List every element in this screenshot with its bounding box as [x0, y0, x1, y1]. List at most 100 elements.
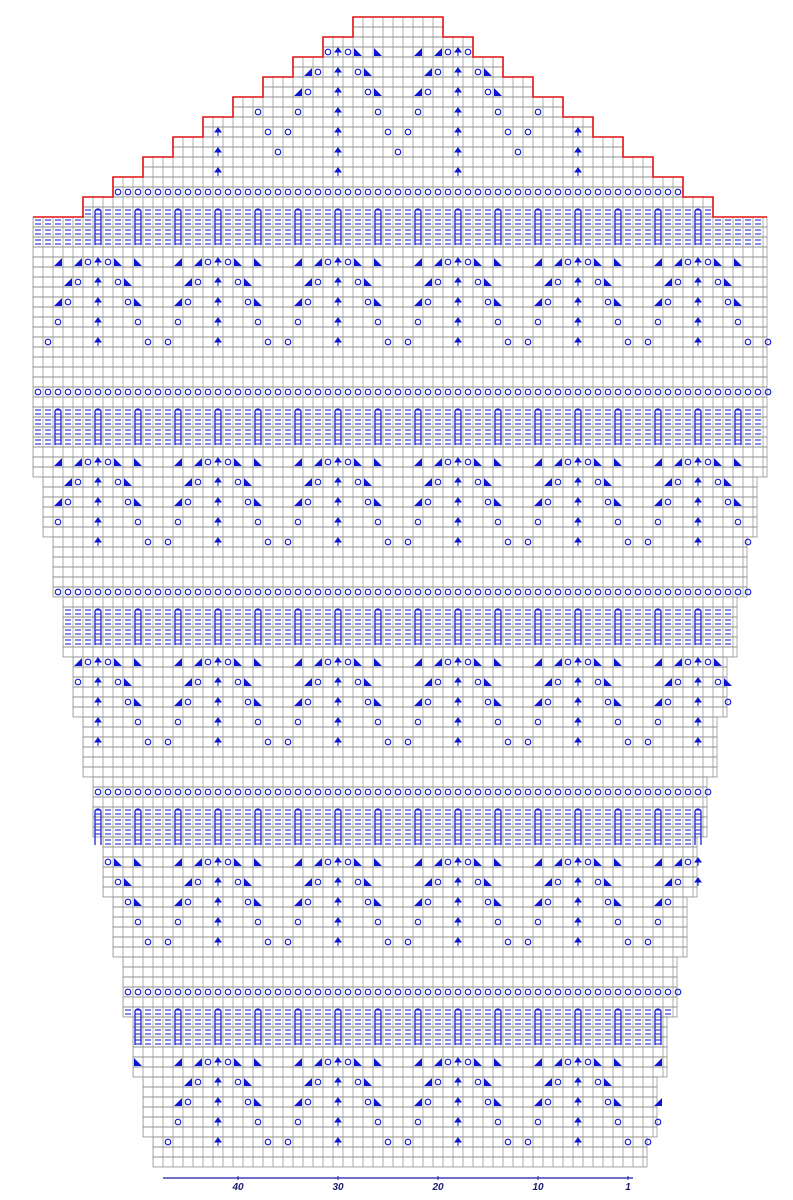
chart-row: [262, 86, 534, 98]
decrease: [614, 458, 622, 466]
yarn-over: [84, 588, 92, 596]
double-decrease: [334, 1117, 342, 1126]
yarn-over: [584, 588, 592, 596]
cable: [534, 608, 542, 645]
chart-row: [72, 706, 728, 718]
chart-row: [152, 1146, 648, 1158]
chart-row: [62, 616, 738, 628]
decrease: [494, 898, 502, 906]
cable: [214, 608, 222, 645]
yarn-over: [394, 788, 402, 796]
decrease: [554, 658, 562, 666]
yarn-over: [304, 498, 312, 506]
cable: [374, 1008, 382, 1045]
yarn-over: [254, 788, 262, 796]
yarn-over: [234, 988, 242, 996]
decrease: [244, 678, 252, 686]
yarn-over: [564, 458, 572, 466]
decrease: [174, 458, 182, 466]
cable: [254, 1008, 262, 1045]
yarn-over: [704, 658, 712, 666]
decrease: [374, 48, 382, 56]
double-decrease: [574, 657, 582, 666]
decrease: [294, 458, 302, 466]
chart-row: [62, 596, 738, 608]
yarn-over: [384, 588, 392, 596]
yarn-over: [144, 588, 152, 596]
yarn-over: [274, 588, 282, 596]
yarn-over: [134, 718, 142, 726]
double-decrease: [334, 537, 342, 546]
double-decrease: [574, 477, 582, 486]
chart-row: [172, 136, 624, 148]
yarn-over: [614, 388, 622, 396]
yarn-over: [584, 188, 592, 196]
stitch-axis: 40 30 20 10 1: [163, 1176, 633, 1193]
yarn-over: [314, 68, 322, 76]
yarn-over: [554, 478, 562, 486]
yarn-over: [604, 388, 612, 396]
chart-row: [132, 1056, 668, 1068]
yarn-over: [564, 588, 572, 596]
yarn-over: [234, 1078, 242, 1086]
yarn-over: [224, 388, 232, 396]
chart-row: [132, 1036, 668, 1048]
cable: [534, 1008, 542, 1045]
chart-row: [152, 1156, 648, 1168]
cable: [214, 1008, 222, 1045]
yarn-over: [324, 858, 332, 866]
yarn-over: [454, 588, 462, 596]
yarn-over: [604, 298, 612, 306]
yarn-over: [534, 1118, 542, 1126]
double-decrease: [454, 537, 462, 546]
cable: [614, 808, 622, 845]
yarn-over: [184, 188, 192, 196]
yarn-over: [604, 1098, 612, 1106]
decrease: [474, 1058, 482, 1066]
yarn-over: [124, 498, 132, 506]
double-decrease: [454, 897, 462, 906]
decrease: [374, 88, 382, 96]
yarn-over: [144, 938, 152, 946]
decrease: [414, 48, 422, 56]
yarn-over: [444, 588, 452, 596]
yarn-over: [264, 938, 272, 946]
yarn-over: [744, 338, 752, 346]
yarn-over: [614, 318, 622, 326]
yarn-over: [664, 588, 672, 596]
chart-row: [202, 116, 594, 128]
cable: [494, 808, 502, 845]
yarn-over: [174, 788, 182, 796]
yarn-over: [34, 388, 42, 396]
cable: [94, 608, 102, 645]
decrease: [124, 678, 132, 686]
yarn-over: [254, 918, 262, 926]
yarn-over: [554, 188, 562, 196]
yarn-over: [324, 188, 332, 196]
double-decrease: [94, 477, 102, 486]
double-decrease: [454, 657, 462, 666]
yarn-over: [644, 988, 652, 996]
decrease: [614, 498, 622, 506]
decrease: [614, 1098, 622, 1106]
double-decrease: [214, 497, 222, 506]
decrease: [314, 458, 322, 466]
decrease: [304, 478, 312, 486]
decrease: [184, 878, 192, 886]
axis-tick-label: 10: [532, 1182, 544, 1193]
double-decrease: [574, 1117, 582, 1126]
double-decrease: [94, 337, 102, 346]
cable: [414, 208, 422, 245]
yarn-over: [704, 258, 712, 266]
double-decrease: [574, 937, 582, 946]
double-decrease: [454, 1077, 462, 1086]
outline: [33, 16, 767, 218]
yarn-over: [234, 678, 242, 686]
yarn-over: [524, 338, 532, 346]
cable: [334, 208, 342, 245]
yarn-over: [104, 458, 112, 466]
yarn-over: [54, 588, 62, 596]
decrease: [294, 498, 302, 506]
yarn-over: [514, 588, 522, 596]
decrease: [374, 498, 382, 506]
